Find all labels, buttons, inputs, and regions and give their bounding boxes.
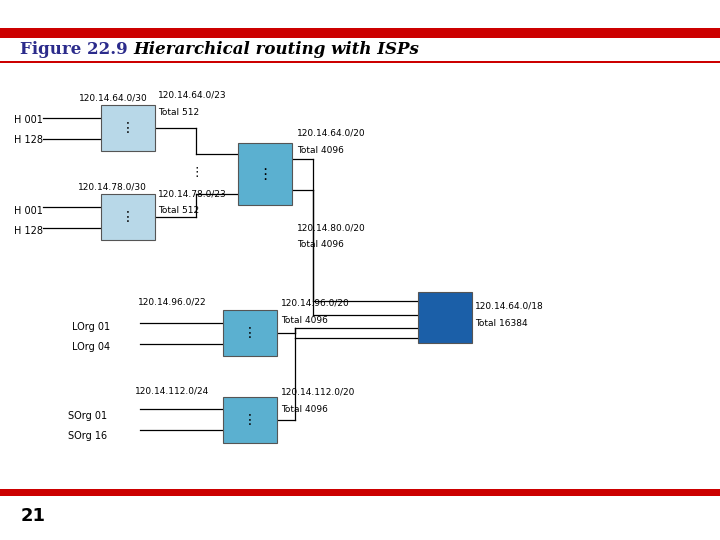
Text: SOrg 16: SOrg 16 — [68, 431, 107, 441]
Bar — [101, 194, 155, 240]
Text: ⋮: ⋮ — [243, 413, 257, 427]
Bar — [238, 143, 292, 205]
Text: 120.14.78.0/23: 120.14.78.0/23 — [158, 189, 227, 198]
Text: H 001: H 001 — [14, 115, 43, 125]
Text: ⋮: ⋮ — [121, 122, 135, 135]
Bar — [0, 28, 720, 38]
Text: 21: 21 — [20, 507, 45, 525]
Text: 120.14.78.0/30: 120.14.78.0/30 — [78, 183, 147, 192]
Text: 120.14.96.0/20: 120.14.96.0/20 — [281, 299, 349, 308]
Bar — [223, 397, 277, 443]
Text: ⋮: ⋮ — [243, 327, 257, 340]
Text: Total 512: Total 512 — [158, 108, 199, 117]
Bar — [223, 310, 277, 356]
Text: Total 4096: Total 4096 — [281, 405, 328, 414]
Text: Hierarchical routing with ISPs: Hierarchical routing with ISPs — [133, 41, 419, 58]
Bar — [418, 292, 472, 343]
Bar — [0, 61, 720, 63]
Text: 120.14.112.0/24: 120.14.112.0/24 — [135, 386, 210, 395]
Text: ⋮: ⋮ — [190, 166, 202, 179]
Text: SOrg 01: SOrg 01 — [68, 411, 107, 421]
Text: H 128: H 128 — [14, 136, 43, 145]
Text: ⋮: ⋮ — [121, 211, 135, 224]
Text: ⋮: ⋮ — [257, 167, 272, 181]
Text: 120.14.64.0/18: 120.14.64.0/18 — [475, 301, 544, 310]
Text: H 128: H 128 — [14, 226, 43, 236]
Text: LOrg 01: LOrg 01 — [72, 322, 110, 332]
Text: 120.14.96.0/22: 120.14.96.0/22 — [138, 297, 207, 306]
Text: 120.14.80.0/20: 120.14.80.0/20 — [297, 223, 365, 232]
Text: LOrg 04: LOrg 04 — [72, 342, 110, 352]
Text: H 001: H 001 — [14, 206, 43, 215]
Text: 120.14.64.0/30: 120.14.64.0/30 — [79, 93, 148, 103]
Bar — [101, 105, 155, 151]
Text: 120.14.64.0/23: 120.14.64.0/23 — [158, 91, 227, 100]
Text: Total 16384: Total 16384 — [475, 319, 528, 328]
Text: Total 4096: Total 4096 — [297, 240, 343, 249]
Text: Total 4096: Total 4096 — [297, 146, 343, 155]
Bar — [0, 489, 720, 496]
Text: 120.14.112.0/20: 120.14.112.0/20 — [281, 388, 355, 397]
Text: 120.14.64.0/20: 120.14.64.0/20 — [297, 129, 365, 138]
Text: Total 512: Total 512 — [158, 206, 199, 215]
Text: Figure 22.9: Figure 22.9 — [20, 41, 127, 58]
Text: Total 4096: Total 4096 — [281, 316, 328, 325]
